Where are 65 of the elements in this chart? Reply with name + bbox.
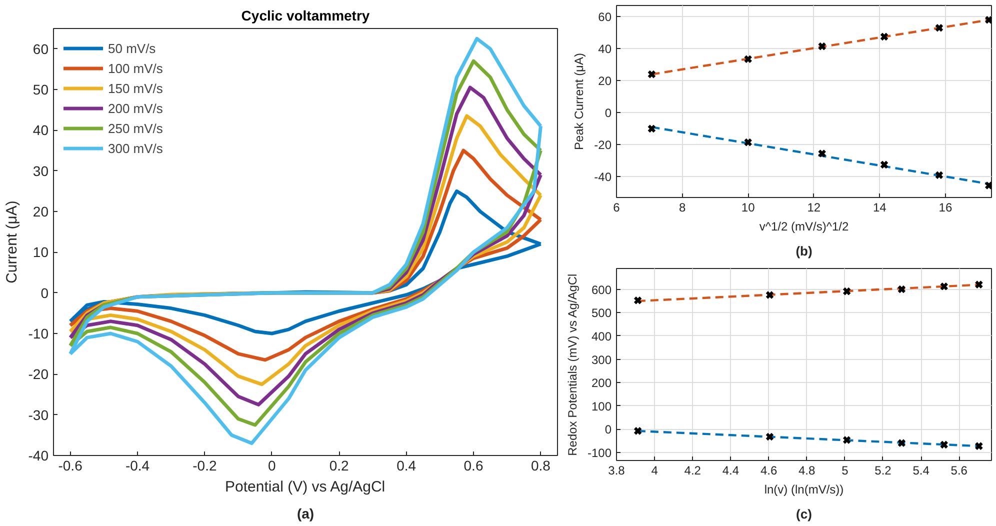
x-tick-label: 5.2 — [874, 464, 892, 478]
y-tick-label: 10 — [32, 244, 49, 260]
y-tick-label: 0 — [604, 422, 612, 437]
x-tick-label: 16 — [938, 200, 952, 214]
y-tick-label: -20 — [594, 138, 612, 152]
x-tick-label: 0.4 — [396, 458, 416, 474]
legend-label: 300 mV/s — [108, 140, 163, 156]
x-tick-label: -0.6 — [58, 458, 83, 474]
x-tick-label: 8 — [678, 200, 686, 214]
y-tick-label: 40 — [32, 122, 49, 138]
x-tick-label: 10 — [741, 200, 756, 214]
legend-label: 50 mV/s — [108, 40, 156, 56]
y-tick-label: 50 — [32, 82, 49, 98]
y-tick-label: -40 — [28, 448, 49, 464]
y-tick-label: 30 — [32, 162, 49, 179]
y-tick-label: 200 — [591, 376, 612, 390]
x-tick-label: 4.8 — [798, 464, 816, 478]
text: (c) — [796, 506, 812, 522]
x-axis-title: ln(v) (ln(mV/s)) — [764, 482, 844, 496]
y-tick-label: 300 — [591, 352, 612, 367]
x-tick-label: 4 — [651, 464, 658, 478]
y-tick-label: -100 — [587, 446, 612, 460]
y-axis-title: Current (μA) — [3, 200, 20, 284]
x-tick-label: 5.6 — [950, 464, 968, 478]
y-tick-label: -40 — [594, 170, 612, 184]
x-tick-label: 5 — [842, 464, 849, 478]
x-tick-label: 5.4 — [912, 464, 930, 478]
y-tick-label: -20 — [28, 366, 49, 382]
y-tick-label: 400 — [591, 329, 612, 344]
x-tick-label: 0.2 — [329, 458, 350, 474]
text: (b) — [796, 244, 812, 258]
y-axis-title: Peak Current (μA) — [572, 53, 586, 150]
x-tick-label: 14 — [872, 200, 887, 214]
x-axis-title: v^1/2 (mV/s)^1/2 — [759, 220, 849, 234]
legend-label: 100 mV/s — [108, 60, 163, 76]
x-tick-label: 0 — [268, 458, 276, 474]
y-tick-label: 40 — [598, 42, 612, 56]
chart-title: Cyclic voltammetry — [241, 8, 370, 24]
y-tick-label: 60 — [32, 40, 49, 57]
y-tick-label: 0 — [604, 106, 612, 120]
x-tick-label: -0.4 — [125, 458, 150, 474]
legend-label: 200 mV/s — [108, 100, 163, 116]
legend-label: 250 mV/s — [108, 120, 163, 136]
y-tick-label: 600 — [591, 282, 612, 297]
y-tick-label: -10 — [28, 326, 49, 342]
y-tick-label: -30 — [28, 406, 49, 423]
text: (a) — [296, 506, 314, 522]
x-tick-label: 4.4 — [722, 464, 740, 478]
y-tick-label: 20 — [32, 204, 49, 220]
y-tick-label: 0 — [40, 284, 49, 301]
x-tick-label: 4.2 — [684, 464, 702, 478]
legend-label: 150 mV/s — [108, 80, 163, 96]
x-tick-label: 0.8 — [530, 458, 551, 474]
x-tick-label: 4.6 — [760, 464, 778, 478]
y-tick-label: 500 — [591, 306, 612, 320]
y-tick-label: 60 — [598, 10, 612, 24]
y-tick-label: 100 — [591, 399, 612, 414]
x-tick-label: 0.6 — [464, 458, 484, 474]
x-tick-label: 12 — [807, 200, 821, 214]
y-tick-label: 20 — [598, 74, 612, 88]
x-tick-label: 6 — [613, 200, 620, 214]
y-axis-title: Redox Potentials (mV) vs Ag/AgCl — [565, 274, 580, 456]
x-axis-title: Potential (V) vs Ag/AgCl — [225, 478, 386, 496]
x-tick-label: 3.8 — [608, 464, 626, 478]
x-tick-label: -0.2 — [192, 458, 217, 474]
